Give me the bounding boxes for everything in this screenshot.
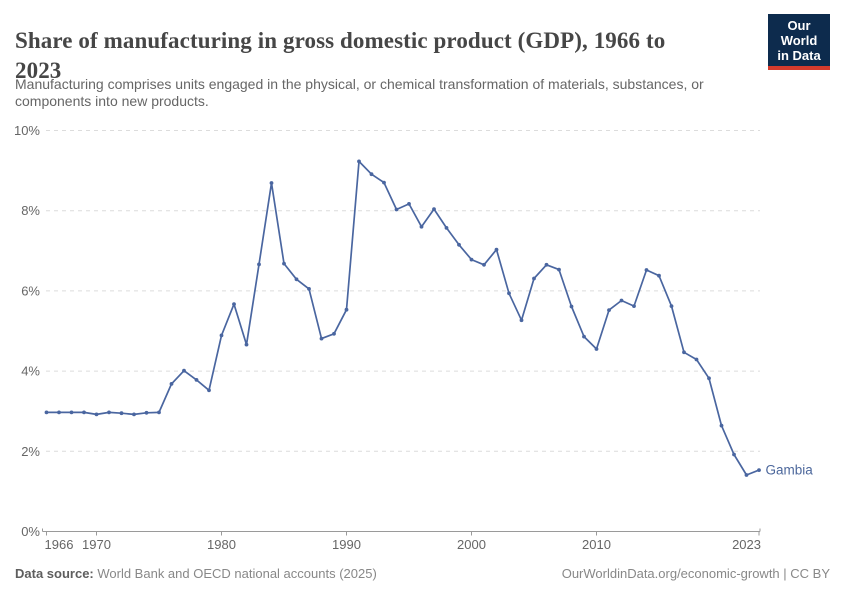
data-point[interactable]	[419, 224, 424, 229]
data-point[interactable]	[532, 276, 536, 281]
subtitle-line2: components into new products.	[15, 93, 209, 109]
data-source-label: Data source:	[15, 566, 94, 581]
data-point[interactable]	[594, 347, 599, 351]
title-line2: 2023	[15, 58, 62, 84]
data-point[interactable]	[557, 267, 561, 272]
data-point[interactable]	[657, 273, 661, 278]
data-point[interactable]	[82, 410, 86, 415]
data-point[interactable]	[694, 357, 699, 362]
data-point[interactable]	[382, 180, 386, 185]
chart-footer: Data source: World Bank and OECD nationa…	[15, 566, 830, 581]
y-tick-label: 2%	[21, 444, 40, 459]
data-point[interactable]	[719, 423, 724, 428]
data-point[interactable]	[44, 410, 49, 415]
credit-link[interactable]: OurWorldinData.org/economic-growth | CC …	[561, 566, 830, 581]
data-point[interactable]	[319, 336, 324, 341]
data-point[interactable]	[244, 342, 249, 347]
data-point[interactable]	[282, 261, 286, 266]
data-point[interactable]	[269, 181, 274, 185]
data-point[interactable]	[107, 410, 111, 415]
data-point[interactable]	[607, 308, 611, 312]
data-point[interactable]	[132, 412, 136, 417]
data-point[interactable]	[207, 388, 211, 393]
data-point[interactable]	[757, 468, 761, 472]
data-point[interactable]	[482, 262, 486, 267]
data-point[interactable]	[182, 368, 186, 373]
data-point[interactable]	[219, 333, 224, 338]
data-point[interactable]	[644, 268, 649, 272]
data-point[interactable]	[457, 242, 461, 247]
owid-logo-stripe	[768, 66, 830, 70]
data-point[interactable]	[632, 304, 636, 308]
y-tick-label: 4%	[21, 364, 40, 379]
y-tick-label: 0%	[21, 524, 40, 539]
data-point[interactable]	[144, 410, 149, 415]
data-point[interactable]	[619, 298, 624, 303]
data-point[interactable]	[669, 304, 674, 308]
data-point[interactable]	[357, 159, 361, 164]
data-source-note: Data source: World Bank and OECD nationa…	[15, 566, 377, 581]
series-line-gambia[interactable]	[45, 160, 760, 476]
data-point[interactable]	[257, 262, 261, 267]
y-tick-label: 10%	[14, 123, 40, 138]
title-line1: Share of manufacturing in gross domestic…	[15, 28, 666, 54]
data-point[interactable]	[582, 334, 586, 339]
data-point[interactable]	[544, 262, 549, 267]
data-point[interactable]	[569, 304, 574, 309]
page-title: Share of manufacturing in gross domestic…	[15, 26, 755, 86]
x-tick-label: 1970	[82, 537, 111, 552]
data-point[interactable]	[744, 473, 749, 477]
data-point[interactable]	[407, 202, 411, 206]
data-point[interactable]	[119, 411, 124, 416]
x-tick-label: 2010	[582, 537, 611, 552]
data-point[interactable]	[57, 410, 61, 415]
data-point[interactable]	[432, 207, 436, 212]
data-point[interactable]	[344, 307, 349, 312]
chart-subtitle: Manufacturing comprises units engaged in…	[15, 76, 825, 110]
x-tick-label: 1980	[207, 537, 236, 552]
data-point[interactable]	[294, 277, 299, 282]
entity-label-gambia[interactable]: Gambia	[766, 462, 814, 477]
owid-logo-text: Our World in Data	[768, 14, 830, 66]
data-point[interactable]	[169, 382, 174, 386]
data-point[interactable]	[682, 350, 686, 355]
data-point[interactable]	[369, 172, 374, 177]
x-tick-label: 1966	[45, 537, 74, 552]
data-point[interactable]	[494, 247, 499, 252]
subtitle-line1: Manufacturing comprises units engaged in…	[15, 76, 704, 92]
y-tick-label: 8%	[21, 203, 40, 218]
data-point[interactable]	[332, 331, 336, 336]
data-point[interactable]	[394, 207, 399, 212]
x-tick-label: 2000	[457, 537, 486, 552]
data-point[interactable]	[232, 302, 236, 306]
data-source-text: World Bank and OECD national accounts (2…	[93, 566, 377, 581]
data-point[interactable]	[444, 226, 449, 230]
x-tick-label: 2023	[732, 537, 761, 552]
data-point[interactable]	[707, 376, 711, 381]
x-tick-label: 1990	[332, 537, 361, 552]
data-point[interactable]	[94, 412, 99, 417]
data-point[interactable]	[507, 291, 511, 296]
data-point[interactable]	[732, 452, 736, 457]
data-point[interactable]	[519, 318, 524, 323]
data-point[interactable]	[157, 410, 161, 415]
data-point[interactable]	[69, 410, 74, 415]
data-point[interactable]	[194, 378, 199, 382]
y-tick-label: 6%	[21, 283, 40, 298]
data-point[interactable]	[307, 287, 311, 291]
owid-logo[interactable]: Our World in Data	[768, 14, 830, 70]
data-point[interactable]	[469, 257, 474, 262]
